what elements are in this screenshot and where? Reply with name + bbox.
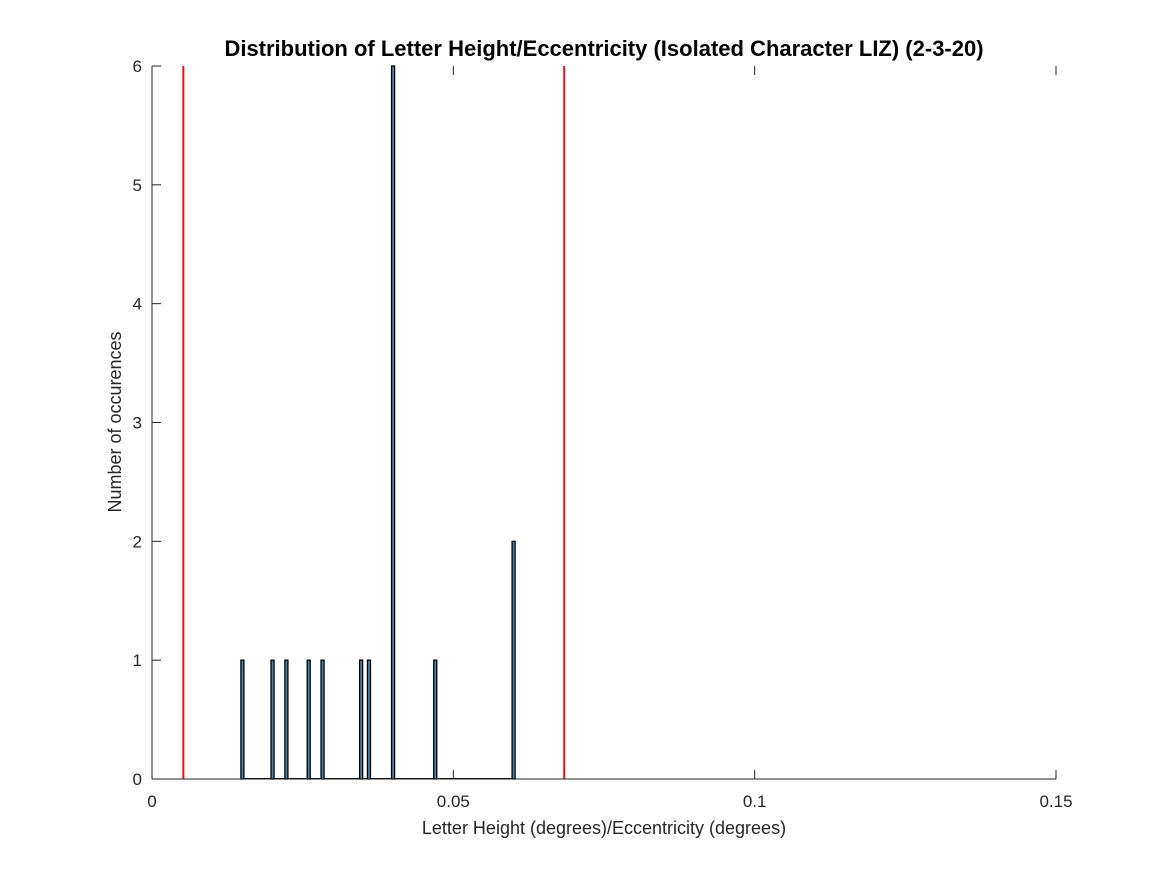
x-tick-label-1: 0.05	[437, 792, 470, 811]
x-axis-label: Letter Height (degrees)/Eccentricity (de…	[422, 818, 786, 838]
y-tick-label-6: 6	[133, 57, 142, 76]
histogram-bar-4	[320, 659, 325, 780]
histogram-bar-1	[270, 659, 275, 780]
y-tick-label-4: 4	[133, 295, 142, 314]
y-tick-label-3: 3	[133, 414, 142, 433]
histogram-bar-0	[240, 659, 245, 780]
x-tick-label-2: 0.1	[743, 792, 767, 811]
histogram-bar-8	[433, 659, 438, 780]
histogram-bar-6	[366, 659, 372, 780]
histogram-bar-9	[511, 540, 516, 780]
y-tick-label-0: 0	[133, 770, 142, 789]
y-axis-label: Number of occurences	[105, 331, 125, 512]
chart-title: Distribution of Letter Height/Eccentrici…	[224, 36, 983, 61]
y-tick-label-2: 2	[133, 532, 142, 551]
x-tick-label-0: 0	[147, 792, 156, 811]
histogram-bar-7	[390, 65, 396, 780]
y-tick-label-5: 5	[133, 176, 142, 195]
y-axis-ticks: 0 1 2 3 4 5 6	[133, 57, 161, 789]
x-tick-label-3: 0.15	[1039, 792, 1072, 811]
histogram-bar-3	[306, 659, 311, 780]
plot-area	[151, 65, 1056, 780]
x-axis-ticks: 0 0.05 0.1 0.15	[147, 66, 1073, 811]
histogram-bar-5	[358, 659, 364, 780]
histogram-bar-2	[284, 659, 289, 780]
y-tick-label-1: 1	[133, 651, 142, 670]
